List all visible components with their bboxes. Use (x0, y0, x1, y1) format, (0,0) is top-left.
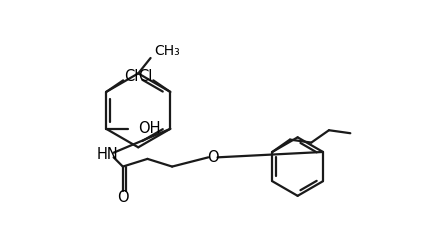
Text: HN: HN (97, 147, 118, 162)
Text: Cl: Cl (124, 69, 138, 84)
Text: O: O (207, 150, 219, 165)
Text: CH₃: CH₃ (154, 44, 180, 58)
Text: OH: OH (138, 121, 160, 136)
Text: O: O (117, 190, 129, 205)
Text: Cl: Cl (138, 69, 153, 84)
